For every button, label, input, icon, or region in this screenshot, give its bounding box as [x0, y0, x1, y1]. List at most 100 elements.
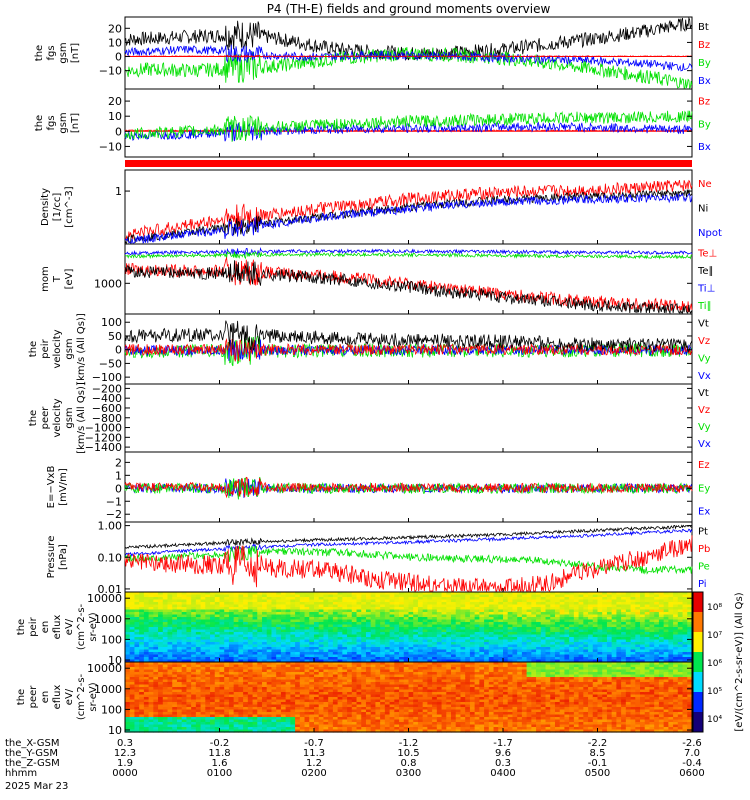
spectrogram-cell [181, 607, 188, 611]
spectrogram-cell [347, 727, 353, 731]
spectrogram-cell [176, 642, 183, 646]
spectrogram-cell [153, 617, 159, 621]
spectrogram-cell [332, 657, 339, 661]
spectrogram-cell [129, 674, 136, 678]
spectrogram-cell [205, 669, 211, 673]
spectrogram-cell [318, 694, 325, 698]
spectrogram-cell [328, 667, 334, 671]
spectrogram-cell [451, 627, 457, 631]
spectrogram-cell [304, 662, 310, 666]
spectrogram-cell [134, 652, 140, 656]
spectrogram-cell [314, 662, 320, 666]
spectrogram-cell [337, 692, 343, 696]
spectrogram-cell [205, 694, 211, 698]
spectrogram-cell [243, 717, 249, 721]
spectrogram-cell [295, 697, 301, 701]
spectrogram-cell [493, 659, 499, 663]
spectrogram-cell [219, 699, 225, 703]
spectrogram-cell [332, 682, 339, 686]
spectrogram-cell [422, 632, 428, 636]
spectrogram-cell [479, 652, 485, 656]
spectrogram-cell [677, 619, 684, 623]
spectrogram-cell [181, 709, 188, 713]
spectrogram-cell [399, 634, 405, 638]
spectrogram-cell [654, 627, 660, 631]
spectrogram-cell [210, 592, 216, 596]
spectrogram-cell [460, 652, 466, 656]
panel-p10 [124, 661, 693, 733]
spectrogram-cell [455, 639, 462, 643]
spectrogram-cell [403, 654, 410, 658]
spectrogram-cell [677, 639, 684, 643]
spectrogram-cell [342, 592, 348, 596]
spectrogram-cell [536, 659, 542, 663]
spectrogram-cell [460, 649, 466, 653]
spectrogram-cell [356, 632, 362, 636]
spectrogram-cell [342, 637, 348, 641]
spectrogram-cell [451, 639, 457, 643]
spectrogram-cell [257, 719, 263, 723]
spectrogram-cell [465, 604, 471, 608]
spectrogram-cell [314, 664, 320, 668]
spectrogram-cell [243, 609, 249, 613]
spectrogram-cell [342, 699, 348, 703]
spectrogram-cell [290, 692, 296, 696]
spectrogram-cell [299, 634, 306, 638]
spectrogram-cell [446, 619, 452, 623]
spectrogram-cell [191, 657, 197, 661]
spectrogram-cell [588, 642, 594, 646]
spectrogram-cell [573, 647, 580, 651]
spectrogram-cell [640, 627, 646, 631]
spectrogram-cell [125, 612, 131, 616]
spectrogram-cell [441, 647, 447, 651]
spectrogram-cell [271, 614, 277, 618]
spectrogram-cell [399, 594, 405, 598]
spectrogram-cell [658, 604, 665, 608]
spectrogram-cell [337, 704, 343, 708]
spectrogram-cell [554, 639, 561, 643]
spectrogram-cell [309, 597, 315, 601]
spectrogram-cell [474, 612, 480, 616]
spectrogram-cell [361, 612, 367, 616]
spectrogram-cell [172, 694, 178, 698]
spectrogram-cell [540, 619, 547, 623]
spectrogram-cell [644, 594, 651, 598]
spectrogram-cell [573, 632, 580, 636]
spectrogram-cell [290, 619, 296, 623]
spectrogram-cell [616, 629, 622, 633]
spectrogram-cell [649, 602, 655, 606]
spectrogram-cell [436, 609, 443, 613]
spectrogram-cell [408, 592, 414, 596]
spectrogram-cell [677, 644, 684, 648]
spectrogram-cell [583, 624, 589, 628]
spectrogram-cell [484, 604, 490, 608]
spectrogram-cell [224, 622, 230, 626]
spectrogram-cell [299, 662, 306, 666]
spectrogram-cell [654, 629, 660, 633]
spectrogram-cell [309, 674, 315, 678]
spectrogram-cell [446, 632, 452, 636]
spectrogram-cell [290, 729, 296, 733]
spectrogram-cell [640, 612, 646, 616]
spectrogram-cell [389, 629, 395, 633]
spectrogram-cell [436, 647, 443, 651]
spectrogram-cell [238, 707, 244, 711]
spectrogram-cell [167, 659, 173, 663]
spectrogram-cell [474, 654, 480, 658]
spectrogram-cell [129, 647, 136, 651]
spectrogram-cell [186, 679, 192, 683]
y-axis-label: peir [40, 338, 51, 358]
spectrogram-cell [498, 629, 504, 633]
spectrogram-cell [285, 637, 291, 641]
spectrogram-cell [625, 642, 632, 646]
spectrogram-cell [583, 594, 589, 598]
spectrogram-cell [139, 642, 145, 646]
spectrogram-cell [271, 722, 277, 726]
spectrogram-cell [446, 622, 452, 626]
spectrogram-cell [564, 592, 570, 596]
spectrogram-cell [479, 602, 485, 606]
spectrogram-cell [162, 702, 169, 706]
spectrogram-cell [332, 689, 339, 693]
spectrogram-cell [134, 674, 140, 678]
spectrogram-cell [304, 642, 310, 646]
